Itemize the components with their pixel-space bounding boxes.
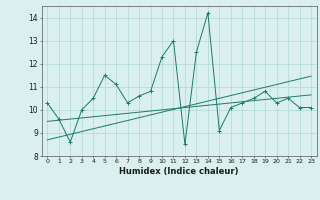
X-axis label: Humidex (Indice chaleur): Humidex (Indice chaleur): [119, 167, 239, 176]
